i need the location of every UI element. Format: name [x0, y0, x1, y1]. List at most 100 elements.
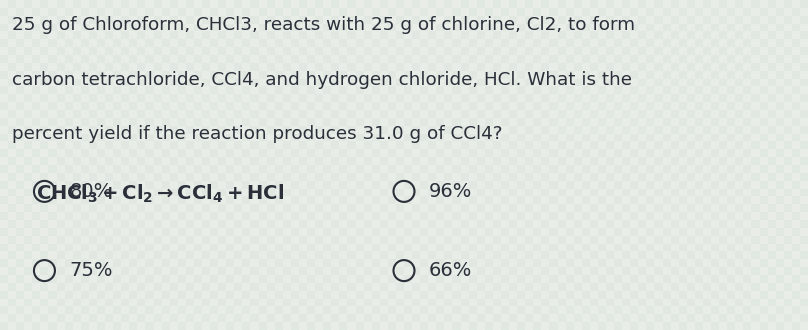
Bar [24, 47, 32, 55]
Bar [170, 0, 178, 8]
Bar [638, 236, 646, 244]
Bar [210, 71, 218, 79]
Bar [541, 126, 549, 134]
Bar [186, 47, 194, 55]
Bar [622, 47, 630, 55]
Bar [145, 228, 154, 236]
Bar [598, 307, 606, 314]
Bar [412, 157, 420, 165]
Bar [703, 267, 711, 275]
Bar [347, 47, 356, 55]
Bar [509, 0, 517, 8]
Bar [356, 39, 364, 47]
Bar [154, 142, 162, 149]
Bar [469, 307, 477, 314]
Bar [137, 204, 145, 212]
Bar [654, 314, 663, 322]
Bar [485, 39, 493, 47]
Bar [525, 16, 533, 23]
Bar [145, 118, 154, 126]
Bar [461, 251, 469, 259]
Bar [574, 110, 582, 118]
Bar [800, 173, 808, 181]
Bar [97, 165, 105, 173]
Bar [695, 259, 703, 267]
Bar [32, 23, 40, 31]
Bar [541, 157, 549, 165]
Bar [606, 173, 614, 181]
Bar [630, 259, 638, 267]
Bar [364, 204, 372, 212]
Bar [525, 126, 533, 134]
Bar [73, 63, 81, 71]
Bar [275, 134, 283, 142]
Bar [743, 86, 751, 94]
Bar [186, 220, 194, 228]
Bar [792, 55, 800, 63]
Bar [654, 79, 663, 86]
Bar [671, 283, 679, 291]
Bar [525, 47, 533, 55]
Bar [501, 149, 509, 157]
Bar [315, 299, 323, 307]
Bar [404, 134, 412, 142]
Bar [24, 16, 32, 23]
Bar [113, 181, 121, 188]
Bar [719, 204, 727, 212]
Bar [444, 299, 452, 307]
Bar [65, 181, 73, 188]
Bar [711, 291, 719, 299]
Bar [727, 118, 735, 126]
Bar [404, 86, 412, 94]
Bar [259, 39, 267, 47]
Bar [218, 220, 226, 228]
Bar [444, 94, 452, 102]
Bar [509, 236, 517, 244]
Bar [598, 102, 606, 110]
Bar [242, 8, 250, 16]
Bar [695, 118, 703, 126]
Bar [283, 267, 291, 275]
Bar [218, 110, 226, 118]
Bar [444, 220, 452, 228]
Bar [444, 31, 452, 39]
Bar [566, 259, 574, 267]
Bar [105, 299, 113, 307]
Bar [582, 307, 590, 314]
Bar [517, 134, 525, 142]
Bar [776, 291, 784, 299]
Bar [452, 8, 461, 16]
Bar [533, 165, 541, 173]
Bar [121, 283, 129, 291]
Bar [194, 149, 202, 157]
Bar [582, 275, 590, 283]
Bar [735, 126, 743, 134]
Bar [32, 307, 40, 314]
Bar [412, 188, 420, 196]
Bar [428, 110, 436, 118]
Bar [178, 275, 186, 283]
Bar [339, 102, 347, 110]
Bar [509, 126, 517, 134]
Bar [145, 291, 154, 299]
Bar [32, 55, 40, 63]
Bar [8, 157, 16, 165]
Bar [283, 299, 291, 307]
Bar [703, 157, 711, 165]
Bar [751, 220, 760, 228]
Bar [404, 55, 412, 63]
Bar [614, 118, 622, 126]
Bar [695, 196, 703, 204]
Bar [663, 23, 671, 31]
Bar [154, 188, 162, 196]
Bar [145, 244, 154, 251]
Bar [242, 39, 250, 47]
Bar [735, 267, 743, 275]
Bar [186, 157, 194, 165]
Bar [331, 188, 339, 196]
Bar [541, 16, 549, 23]
Bar [671, 142, 679, 149]
Bar [267, 173, 275, 181]
Bar [57, 236, 65, 244]
Bar [48, 322, 57, 330]
